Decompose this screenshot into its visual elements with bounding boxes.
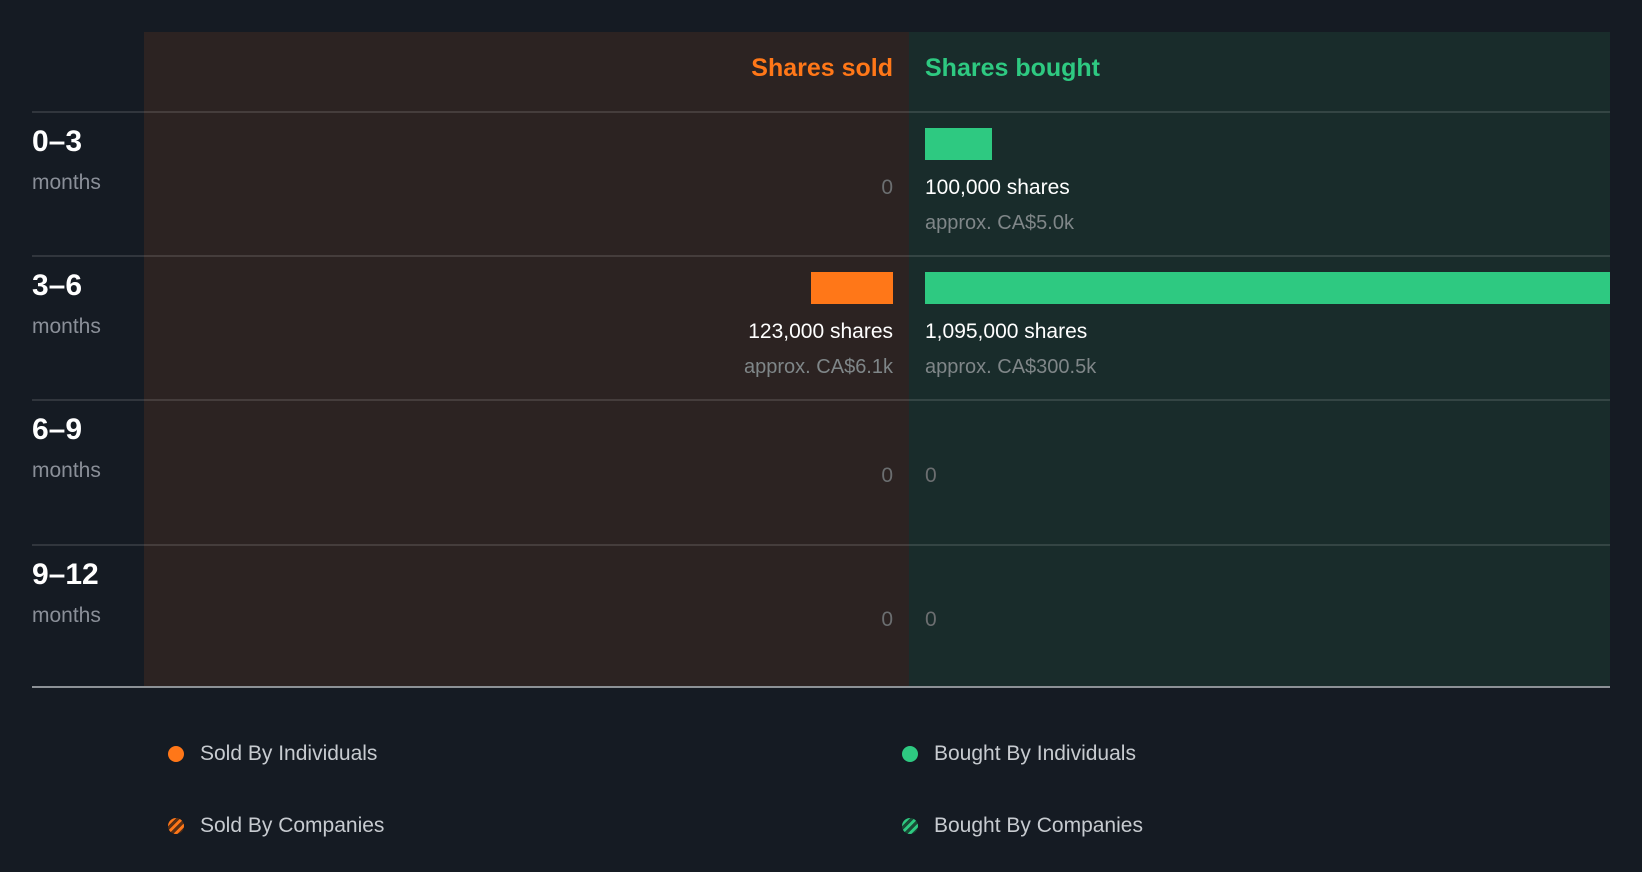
period-unit: months (32, 604, 101, 627)
period-range: 9–12 (32, 558, 99, 591)
sold-bar[interactable] (811, 272, 893, 304)
bought-shares: 1,095,000 shares (925, 320, 1088, 343)
row-divider (32, 255, 1610, 257)
legend-sold-by-individuals[interactable]: Sold By Individuals (168, 742, 377, 766)
legend-bought-by-individuals[interactable]: Bought By Individuals (902, 742, 1136, 766)
bought-bar[interactable] (925, 272, 1610, 304)
bought-shares: 100,000 shares (925, 176, 1070, 199)
period-range: 3–6 (32, 269, 83, 302)
legend-label: Bought By Individuals (934, 742, 1136, 765)
row-divider (32, 111, 1610, 113)
period-row-6-9: 6–9 months 0 0 (0, 401, 1642, 545)
row-divider (32, 544, 1610, 546)
orange-dot-icon (168, 746, 184, 762)
bought-approx-value: approx. CA$5.0k (925, 212, 1074, 234)
period-unit: months (32, 315, 101, 338)
shares-bought-header: Shares bought (925, 54, 1101, 82)
sold-panel (144, 32, 909, 687)
legend-sold-by-companies[interactable]: Sold By Companies (168, 814, 384, 838)
period-row-3-6: 3–6 months 123,000 shares approx. CA$6.1… (0, 257, 1642, 401)
sold-shares: 123,000 shares (748, 320, 893, 343)
sold-zero-value: 0 (881, 176, 893, 199)
x-axis-line (32, 686, 1610, 688)
period-row-0-3: 0–3 months 0 100,000 shares approx. CA$5… (0, 113, 1642, 257)
period-unit: months (32, 171, 101, 194)
period-unit: months (32, 459, 101, 482)
legend-label: Sold By Companies (200, 814, 385, 837)
bought-zero-value: 0 (925, 464, 937, 487)
legend-label: Bought By Companies (934, 814, 1143, 837)
period-range: 0–3 (32, 125, 83, 158)
row-divider (32, 399, 1610, 401)
sold-zero-value: 0 (881, 608, 893, 631)
bought-bar[interactable] (925, 128, 992, 160)
bought-panel (909, 32, 1610, 687)
green-dot-icon (902, 746, 918, 762)
shares-sold-header: Shares sold (751, 54, 893, 82)
legend-label: Sold By Individuals (200, 742, 378, 765)
period-row-9-12: 9–12 months 0 0 (0, 546, 1642, 690)
legend-bought-by-companies[interactable]: Bought By Companies (902, 814, 1143, 838)
sold-zero-value: 0 (881, 464, 893, 487)
bought-approx-value: approx. CA$300.5k (925, 356, 1097, 378)
sold-approx-value: approx. CA$6.1k (744, 356, 893, 378)
green-striped-dot-icon (902, 818, 918, 834)
period-range: 6–9 (32, 413, 83, 446)
orange-striped-dot-icon (168, 818, 184, 834)
bought-zero-value: 0 (925, 608, 937, 631)
